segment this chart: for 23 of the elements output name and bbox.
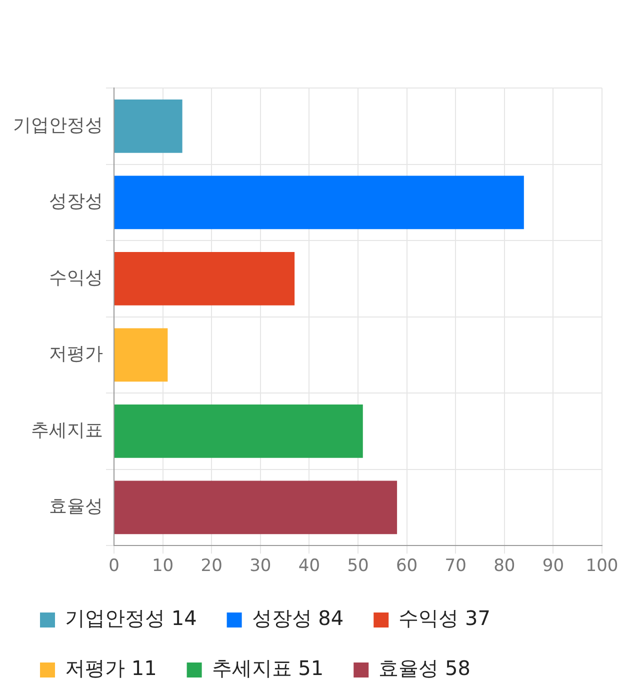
y-tick-label: 수익성 bbox=[49, 267, 103, 288]
y-tick-label: 추세지표 bbox=[31, 420, 103, 441]
legend-label: 저평가 11 bbox=[65, 656, 157, 680]
x-tick-label: 20 bbox=[200, 556, 222, 576]
x-tick-label: 30 bbox=[250, 556, 272, 576]
legend-label: 효율성 58 bbox=[378, 656, 470, 680]
y-tick-label: 효율성 bbox=[49, 496, 103, 518]
y-tick-label: 저평가 bbox=[49, 344, 103, 365]
legend-label: 성장성 84 bbox=[252, 606, 344, 630]
legend-label: 수익성 37 bbox=[398, 606, 490, 630]
x-tick-label: 90 bbox=[542, 556, 564, 576]
y-tick-label: 기업안정성 bbox=[13, 114, 103, 136]
x-tick-label: 100 bbox=[586, 556, 618, 576]
x-tick-label: 10 bbox=[152, 556, 174, 576]
legend-label: 기업안정성 14 bbox=[65, 606, 197, 630]
legend-label: 추세지표 51 bbox=[212, 656, 324, 680]
x-tick-label: 0 bbox=[108, 556, 120, 576]
x-tick-label: 60 bbox=[396, 556, 418, 576]
y-tick-label: 성장성 bbox=[49, 191, 103, 212]
x-tick-label: 50 bbox=[347, 556, 369, 576]
x-tick-label: 80 bbox=[494, 556, 516, 576]
x-tick-label: 40 bbox=[298, 556, 320, 576]
x-tick-label: 70 bbox=[444, 556, 466, 576]
